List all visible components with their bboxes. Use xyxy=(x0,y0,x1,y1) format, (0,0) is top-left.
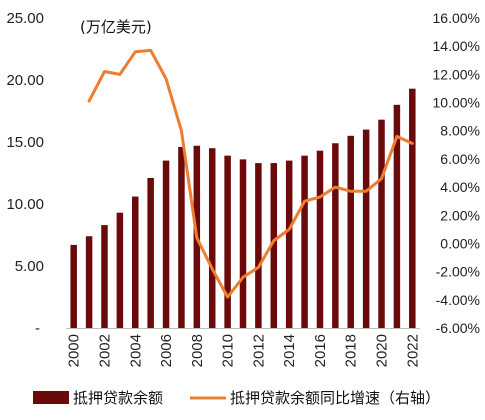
left-axis-ticks: - 5.00 10.00 15.00 20.00 25.00 xyxy=(6,10,44,337)
bar-2012 xyxy=(255,163,262,328)
bar-2000 xyxy=(70,244,77,328)
x-tick-label: 2000 xyxy=(66,334,83,367)
bar-2009 xyxy=(208,148,216,328)
bar-2013 xyxy=(270,163,278,328)
bar-series xyxy=(70,88,416,329)
legend-label-bar: 抵押贷款余额 xyxy=(73,389,163,407)
right-tick-label: -6.00% xyxy=(436,320,480,336)
bar-2018 xyxy=(347,135,354,328)
left-tick-label: 5.00 xyxy=(15,258,44,275)
bar-2005 xyxy=(147,177,154,328)
right-tick-label: 6.00% xyxy=(440,151,480,167)
x-tick-label: 2006 xyxy=(158,334,175,367)
line-series xyxy=(87,48,414,299)
legend: 抵押贷款余额 抵押贷款余额同比增速（右轴） xyxy=(33,389,440,407)
bar-2019 xyxy=(362,129,370,328)
legend-label-line: 抵押贷款余额同比增速（右轴） xyxy=(230,389,440,407)
right-tick-label: 16.00% xyxy=(433,10,480,26)
growth-rate-line xyxy=(87,48,414,299)
bar-2017 xyxy=(332,143,339,328)
x-tick-label: 2010 xyxy=(220,334,237,367)
x-tick-label: 2012 xyxy=(250,334,267,367)
left-tick-label: - xyxy=(35,320,40,337)
bar-2016 xyxy=(316,150,324,328)
x-axis-ticks: 2000 2002 2004 2006 2008 2010 2012 2014 2016 2018… xyxy=(66,334,422,367)
bar-2007 xyxy=(178,146,185,328)
bar-2015 xyxy=(301,155,308,328)
x-tick-label: 2016 xyxy=(312,334,329,367)
left-tick-label: 20.00 xyxy=(6,72,44,89)
right-tick-label: -2.00% xyxy=(436,264,480,280)
bar-2021 xyxy=(393,104,401,328)
right-tick-label: 8.00% xyxy=(440,123,480,139)
left-tick-label: 15.00 xyxy=(6,134,44,151)
bar-2002 xyxy=(101,225,108,328)
right-tick-label: 0.00% xyxy=(440,235,480,251)
bar-2014 xyxy=(285,160,293,328)
bar-2004 xyxy=(132,196,139,328)
right-tick-label: -4.00% xyxy=(436,292,480,308)
x-tick-label: 2014 xyxy=(281,334,298,367)
legend-swatch-bar xyxy=(33,391,69,404)
bar-2020 xyxy=(378,119,385,329)
bar-2001 xyxy=(85,236,93,328)
x-tick-label: 2004 xyxy=(127,334,144,367)
x-tick-label: 2018 xyxy=(343,334,360,367)
bar-2011 xyxy=(239,159,247,328)
left-tick-label: 10.00 xyxy=(6,196,44,213)
bar-2006 xyxy=(162,160,170,328)
x-tick-label: 2008 xyxy=(189,334,206,367)
right-tick-label: 4.00% xyxy=(440,179,480,195)
unit-label: (万亿美元) xyxy=(80,18,152,36)
right-tick-label: 2.00% xyxy=(440,207,480,223)
right-tick-label: 14.00% xyxy=(433,38,480,54)
x-tick-label: 2022 xyxy=(404,334,421,367)
right-tick-label: 12.00% xyxy=(433,66,480,82)
right-axis-ticks: -6.00% -4.00% -2.00% 0.00% 2.00% 4.00% 6.00% 8.… xyxy=(433,10,480,336)
bar-2022 xyxy=(409,88,416,329)
bar-2010 xyxy=(224,155,231,328)
x-tick-label: 2002 xyxy=(96,334,113,367)
bar-2003 xyxy=(116,212,124,328)
x-tick-label: 2020 xyxy=(374,334,391,367)
right-tick-label: 10.00% xyxy=(433,95,480,111)
left-tick-label: 25.00 xyxy=(6,10,44,27)
